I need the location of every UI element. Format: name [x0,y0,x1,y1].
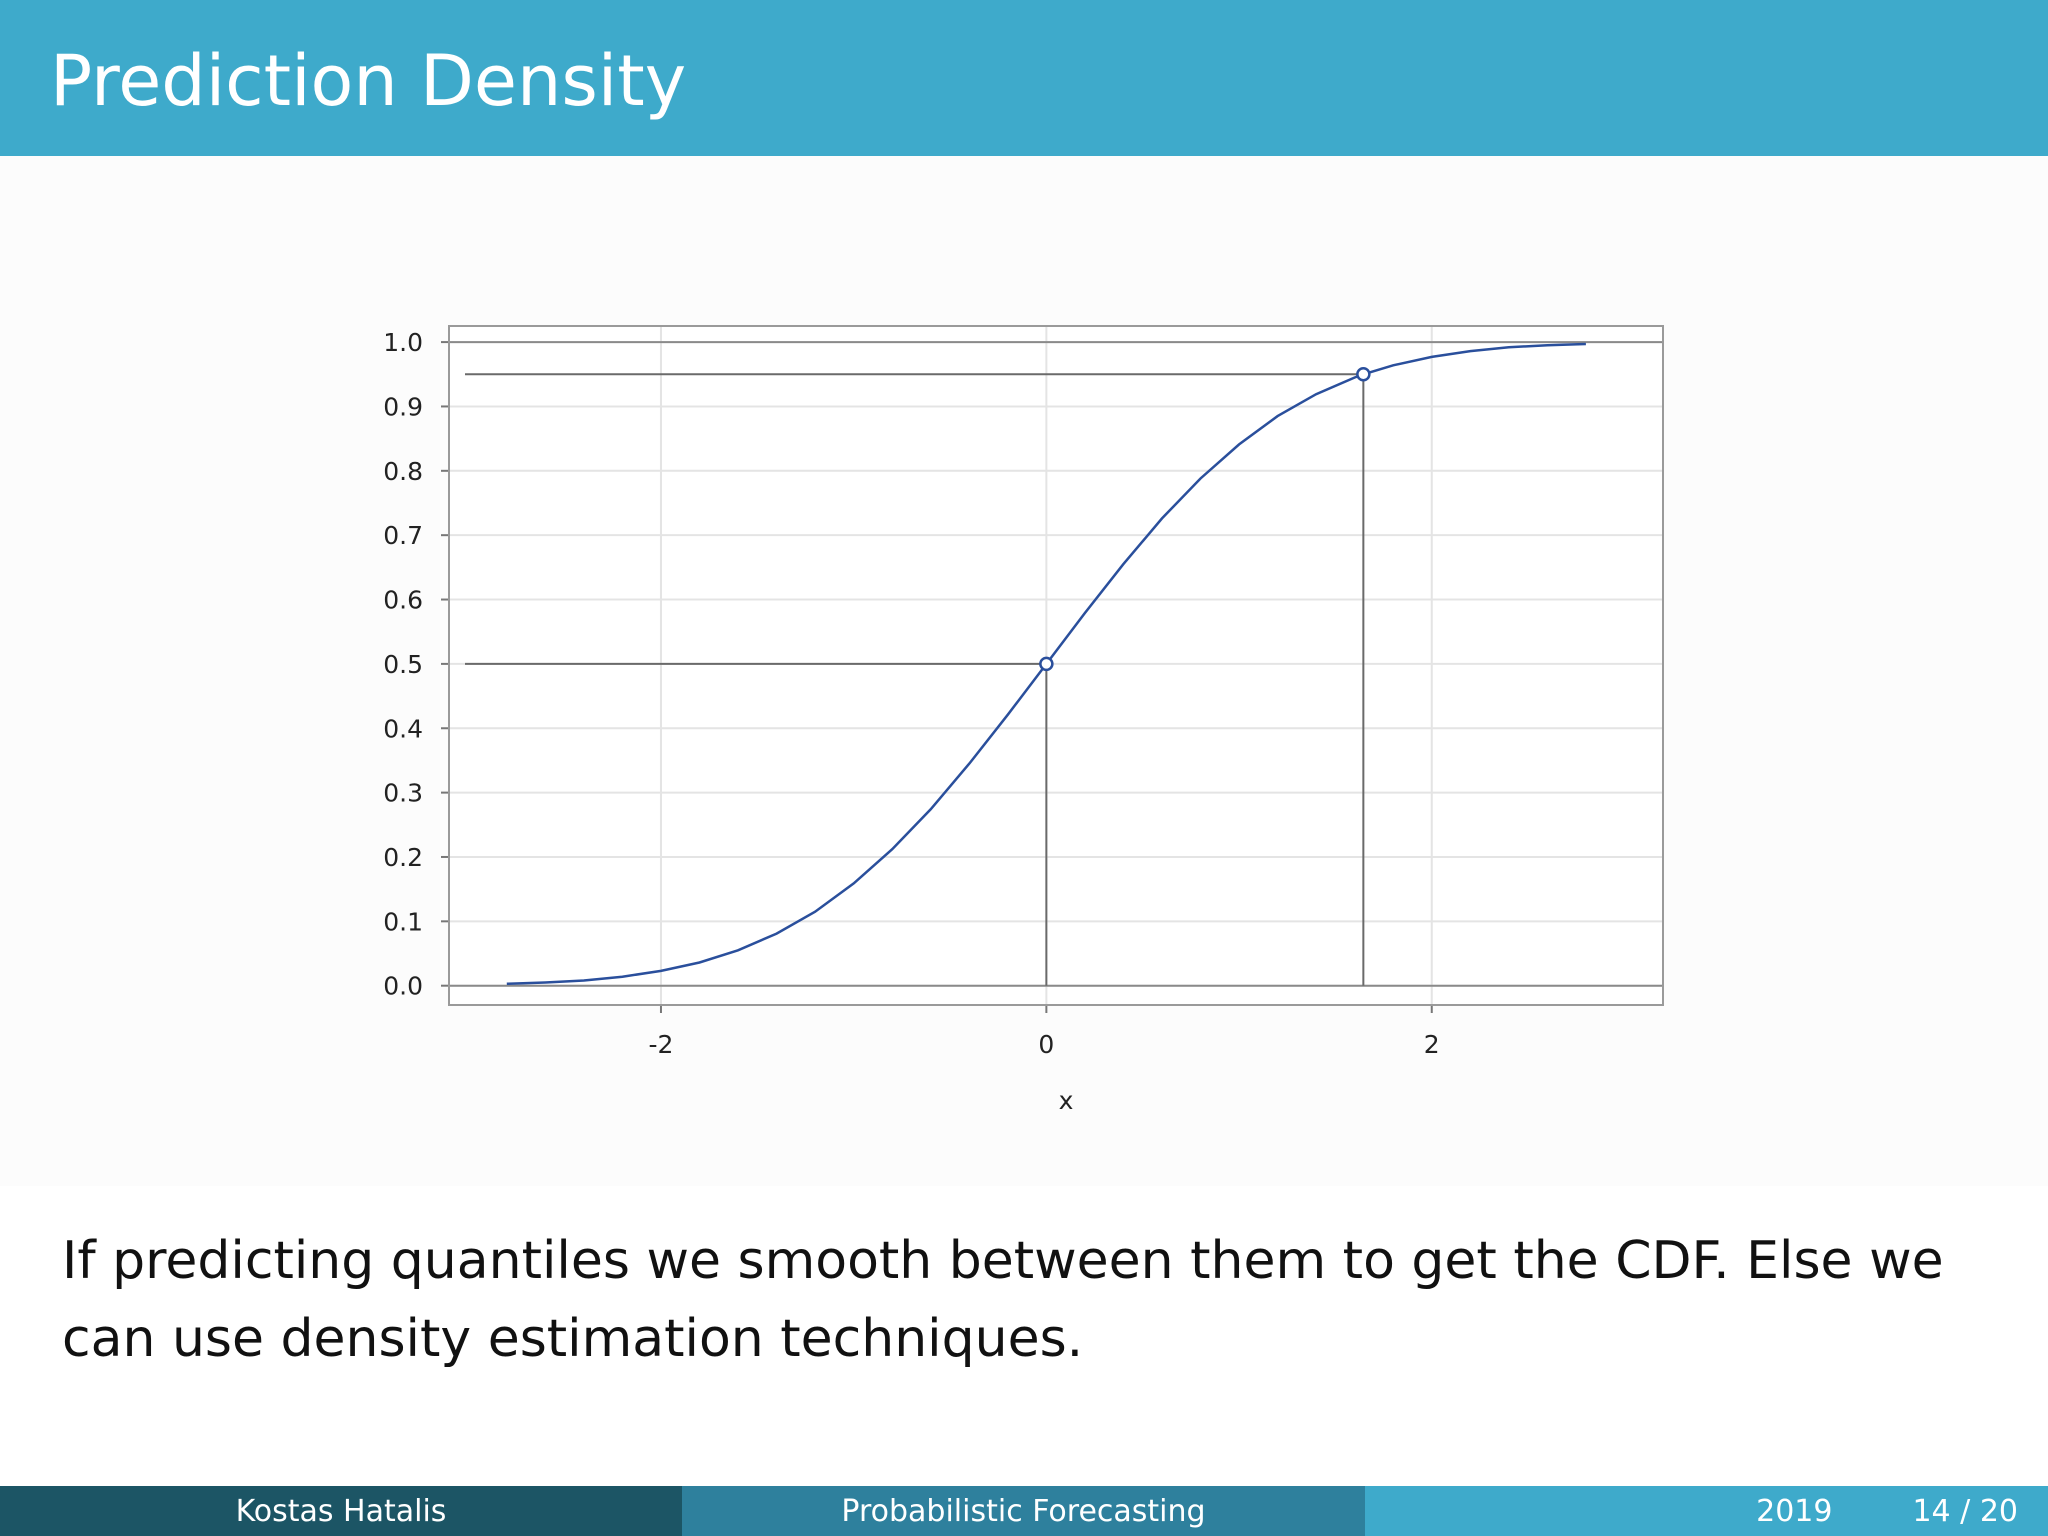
quantile-point [1039,656,1054,672]
reference-lines [465,373,1365,986]
x-tick-label: 0 [1038,1030,1054,1059]
cdf-curve [506,342,1586,986]
footer-page-number: 14 / 20 [1912,1493,2018,1529]
y-tick-label: 0.0 [383,972,423,1001]
plot-frame [448,325,1664,1006]
footer-year: 2019 [1756,1493,1833,1529]
quantile-point [1356,367,1371,382]
grid-layer [449,326,1663,1005]
curve-layer [506,342,1586,986]
x-tick-label: -2 [648,1030,673,1059]
y-tick-label: 0.7 [383,521,423,550]
body-text: If predicting quantiles we smooth betwee… [62,1231,1944,1369]
y-tick-label: 0.2 [383,843,423,872]
chart-area: 0.0 0.1 0.2 0.3 0.4 0.5 0.6 0.7 0.8 0.9 1.0 -2 0 2 x [0,156,2048,1186]
point-layer [1039,367,1371,672]
footer-right: 2019 14 / 20 [1365,1486,2048,1536]
y-tick-label: 0.8 [383,457,423,486]
footer-title: Probabilistic Forecasting [682,1486,1365,1536]
title-bar: Prediction Density [0,0,2048,156]
x-tick-label: 2 [1424,1030,1440,1059]
footer-author-text: Kostas Hatalis [235,1493,447,1529]
y-tick-label: 0.4 [383,714,423,743]
y-tick-label: 0.3 [383,779,423,808]
cdf-chart: 0.0 0.1 0.2 0.3 0.4 0.5 0.6 0.7 0.8 0.9 1.0 -2 0 2 x [383,325,1664,1115]
y-tick-label: 0.5 [383,650,423,679]
label-layer: 0.0 0.1 0.2 0.3 0.4 0.5 0.6 0.7 0.8 0.9 1.0 -2 0 2 x [383,328,1439,1115]
slide-title: Prediction Density [50,40,687,122]
y-tick-label: 0.6 [383,586,423,615]
y-tick-label: 0.9 [383,392,423,421]
plot-background [449,326,1663,1005]
footer-title-text: Probabilistic Forecasting [841,1493,1206,1529]
footer-author: Kostas Hatalis [0,1486,682,1536]
frame-layer [441,325,1664,1013]
y-tick-label: 0.1 [383,907,423,936]
footer: Kostas Hatalis Probabilistic Forecasting… [0,1486,2048,1536]
x-axis-label: x [1059,1086,1074,1115]
y-tick-label: 1.0 [383,328,423,357]
